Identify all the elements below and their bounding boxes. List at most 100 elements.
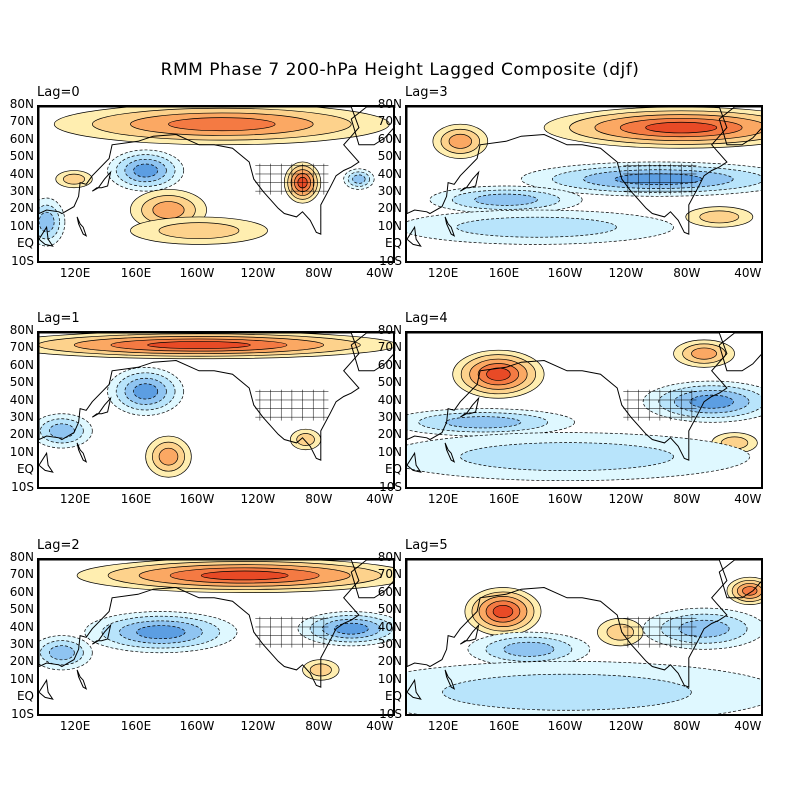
panel-lag-label: Lag=1 <box>37 311 80 326</box>
positive-height-anomaly <box>290 428 322 451</box>
latitude-tick-label: 40N <box>9 166 34 181</box>
latitude-tick-label: 50N <box>9 149 34 164</box>
contour-level <box>448 133 472 149</box>
latitude-axis: 80N 70N 60N 50N 40N 30N 20N 10N EQ 10S <box>4 324 34 496</box>
positive-height-anomaly <box>39 333 393 360</box>
longitude-tick-label: 160E <box>120 492 152 506</box>
latitude-tick-label: 10N <box>9 218 34 233</box>
coastlines <box>407 560 761 700</box>
negative-height-anomaly <box>429 185 583 214</box>
contour-level <box>456 216 617 238</box>
contour-level <box>39 211 55 233</box>
latitude-tick-label: 20N <box>377 654 402 669</box>
longitude-tick-label: 80W <box>305 492 333 506</box>
latitude-tick-label: 20N <box>377 427 402 442</box>
contour-level <box>333 622 369 635</box>
coastline <box>407 107 728 235</box>
latitude-tick-label: 50N <box>377 602 402 617</box>
longitude-tick-label: 120W <box>240 266 276 280</box>
longitude-tick-label: 120E <box>427 492 459 506</box>
contour-level <box>645 121 718 134</box>
longitude-tick-label: 80W <box>305 719 333 733</box>
state-borders <box>255 163 329 195</box>
latitude-tick-label: 10S <box>379 479 402 494</box>
latitude-tick-label: 50N <box>377 375 402 390</box>
map-panel: Lag=5 80N 70N 60N 50N 40N 30N 20N 10N EQ 10S 120E 16… <box>378 538 763 733</box>
height-anomaly-map <box>405 331 763 489</box>
longitude-axis: 120E 160E 160W 120W 80W 40W <box>405 719 763 735</box>
longitude-axis: 120E 160E 160W 120W 80W 40W <box>405 492 763 508</box>
latitude-axis: 80N 70N 60N 50N 40N 30N 20N 10N EQ 10S <box>372 324 402 496</box>
latitude-tick-label: 80N <box>9 97 34 111</box>
positive-height-anomaly <box>597 618 644 647</box>
longitude-tick-label: 80W <box>305 266 333 280</box>
state-borders <box>255 616 329 648</box>
positive-height-anomaly <box>53 107 390 146</box>
map-panel: Lag=4 80N 70N 60N 50N 40N 30N 20N 10N EQ 10S 120E 16… <box>378 311 763 506</box>
latitude-tick-label: 60N <box>377 131 402 146</box>
negative-height-anomaly <box>642 380 761 423</box>
latitude-tick-label: EQ <box>16 236 34 251</box>
latitude-tick-label: 70N <box>9 567 34 582</box>
longitude-axis: 120E 160E 160W 120W 80W 40W <box>37 719 395 735</box>
latitude-tick-label: EQ <box>16 689 34 704</box>
latitude-tick-label: 10N <box>377 444 402 459</box>
longitude-tick-label: 160E <box>488 719 520 733</box>
positive-height-anomaly <box>76 560 393 593</box>
negative-height-anomaly <box>39 413 93 449</box>
positive-height-anomaly <box>464 587 542 636</box>
latitude-axis: 80N 70N 60N 50N 40N 30N 20N 10N EQ 10S <box>4 551 34 723</box>
coastline <box>407 451 422 473</box>
latitude-tick-label: 40N <box>9 619 34 634</box>
longitude-tick-label: 40W <box>734 719 762 733</box>
state-borders <box>623 616 697 648</box>
coastline <box>91 170 112 192</box>
positive-height-anomaly <box>130 216 268 245</box>
contour-level <box>699 210 740 224</box>
figure-title: RMM Phase 7 200-hPa Height Lagged Compos… <box>160 60 640 80</box>
negative-height-anomaly <box>467 631 591 667</box>
contour-level <box>691 347 717 360</box>
latitude-axis: 80N 70N 60N 50N 40N 30N 20N 10N EQ 10S <box>372 98 402 270</box>
contour-level <box>48 423 75 439</box>
positive-height-anomaly <box>685 206 754 228</box>
contour-level <box>152 201 185 219</box>
longitude-tick-label: 160W <box>547 492 583 506</box>
longitude-tick-label: 40W <box>366 492 394 506</box>
latitude-tick-label: EQ <box>384 689 402 704</box>
contour-level <box>689 394 734 409</box>
latitude-tick-label: 50N <box>9 602 34 617</box>
negative-height-anomaly <box>297 611 393 647</box>
map-panel: Lag=0 80N 70N 60N 50N 40N 30N 20N 10N EQ 10S 120E 16… <box>10 85 395 280</box>
coastline <box>407 678 422 700</box>
contour-level <box>200 570 289 581</box>
latitude-tick-label: 50N <box>377 149 402 164</box>
coastline <box>407 560 728 688</box>
panel-lag-label: Lag=2 <box>37 538 80 553</box>
negative-height-anomaly <box>84 611 238 654</box>
coastline <box>350 560 393 599</box>
latitude-tick-label: 10N <box>377 671 402 686</box>
latitude-tick-label: 60N <box>9 584 34 599</box>
height-anomaly-map <box>405 105 763 263</box>
contour-level <box>459 442 674 472</box>
longitude-tick-label: 80W <box>673 492 701 506</box>
contour-level <box>147 341 251 349</box>
contour-level <box>296 433 315 446</box>
coastline <box>407 333 728 461</box>
latitude-tick-label: 60N <box>9 131 34 146</box>
positive-height-anomaly <box>543 107 761 149</box>
longitude-axis: 120E 160E 160W 120W 80W 40W <box>37 266 395 282</box>
latitude-tick-label: 80N <box>377 323 402 337</box>
latitude-tick-label: EQ <box>16 462 34 477</box>
latitude-tick-label: 10N <box>377 218 402 233</box>
contour-level <box>445 416 522 429</box>
coastlines <box>407 107 761 247</box>
latitude-tick-label: 70N <box>377 567 402 582</box>
longitude-tick-label: 120E <box>59 266 91 280</box>
negative-height-anomaly <box>407 660 761 714</box>
latitude-axis: 80N 70N 60N 50N 40N 30N 20N 10N EQ 10S <box>372 551 402 723</box>
longitude-tick-label: 120W <box>240 492 276 506</box>
longitude-tick-label: 40W <box>734 492 762 506</box>
longitude-tick-label: 160E <box>488 266 520 280</box>
